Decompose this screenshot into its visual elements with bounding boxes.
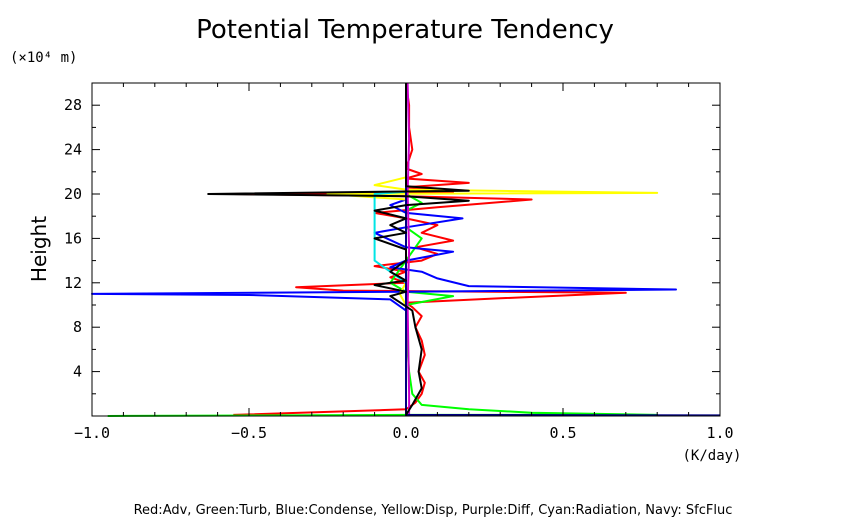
x-axis-label: (K/day) <box>682 448 741 464</box>
y-tick-label: 12 <box>64 274 82 292</box>
series-line-radiation <box>373 83 407 415</box>
series-line-adv <box>232 82 627 416</box>
chart-title: Potential Temperature Tendency <box>196 15 614 45</box>
series-line-sfcfluc <box>405 83 721 417</box>
series-line-7 <box>207 83 470 416</box>
y-axis-label: Height <box>27 216 51 282</box>
x-tick-label: 1.0 <box>706 424 733 442</box>
axes-layer: −1.0 −0.5 0.0 0.5 1.0 4 8 12 16 20 24 28 <box>64 82 734 442</box>
legend: Red:Adv, Green:Turb, Blue:Condense, Yell… <box>134 503 733 518</box>
y-tick-label: 16 <box>64 229 82 247</box>
series-line-turb <box>107 83 659 417</box>
series-line-condense <box>91 83 677 415</box>
x-tick-label: −0.5 <box>231 424 267 442</box>
x-tick-label: 0.5 <box>549 424 576 442</box>
y-tick-label: 28 <box>64 96 82 114</box>
y-tick-label: 8 <box>73 318 82 336</box>
series-layer <box>91 82 721 417</box>
series-line-diff <box>406 82 411 415</box>
y-unit-label: (×10⁴ m) <box>10 50 77 66</box>
x-tick-label: 0.0 <box>392 424 419 442</box>
y-tick-label: 20 <box>64 185 82 203</box>
y-tick-label: 24 <box>64 141 82 159</box>
x-tick-label: −1.0 <box>74 424 110 442</box>
series-line-disp <box>326 83 659 415</box>
y-tick-label: 4 <box>73 363 82 381</box>
